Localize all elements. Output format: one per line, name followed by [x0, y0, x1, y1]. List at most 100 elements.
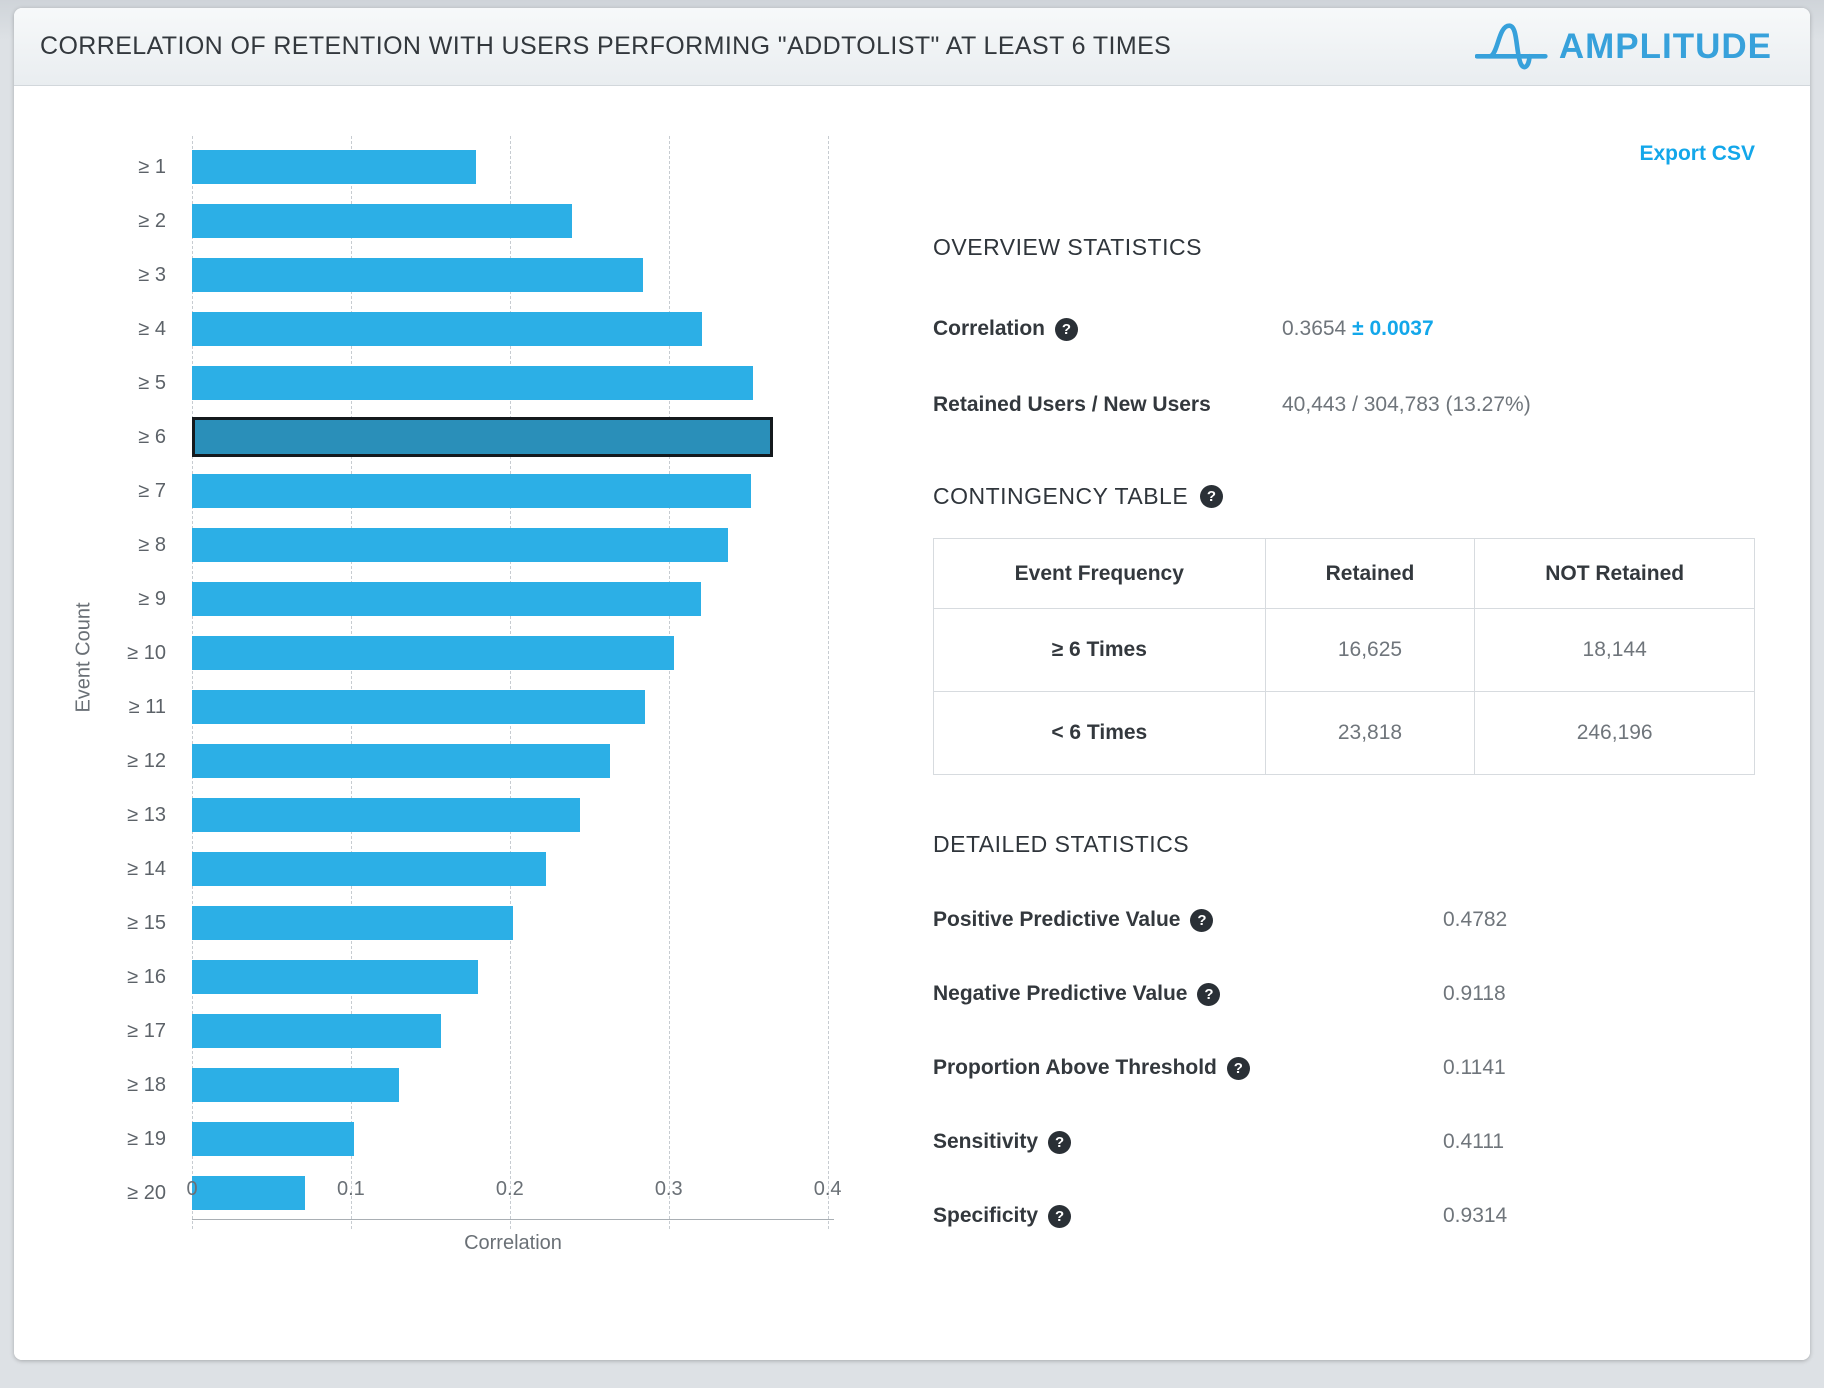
ppv-value: 0.4782: [1443, 908, 1508, 931]
x-axis-tick-label: 0: [186, 1178, 198, 1200]
x-axis-tick-label: 0.3: [654, 1178, 683, 1200]
x-axis-tick-label: 0.4: [813, 1178, 842, 1200]
cell-not-retained: 18,144: [1474, 608, 1755, 692]
table-row: ≥ 6 Times 16,625 18,144: [933, 608, 1755, 692]
amplitude-logo: AMPLITUDE: [1474, 18, 1772, 76]
correlation-bar[interactable]: [192, 582, 701, 616]
correlation-bar-selected[interactable]: [192, 417, 773, 457]
correlation-bar[interactable]: [192, 906, 513, 940]
dashboard-card: CORRELATION OF RETENTION WITH USERS PERF…: [14, 8, 1810, 1360]
correlation-bar[interactable]: [192, 204, 572, 238]
specificity-label: Specificity ?: [933, 1204, 1072, 1228]
cell-frequency: < 6 Times: [933, 691, 1266, 775]
y-axis-label: ≥ 10: [127, 641, 166, 664]
retained-users-stat-row: Retained Users / New Users 40,443 / 304,…: [933, 393, 1755, 417]
correlation-bar[interactable]: [192, 690, 645, 724]
amplitude-logo-text: AMPLITUDE: [1558, 26, 1772, 66]
column-header-not-retained: NOT Retained: [1474, 538, 1755, 609]
y-axis-labels: ≥ 1 ≥ 2 ≥ 3 ≥ 4 ≥ 5 ≥ 6 ≥ 7 ≥ 8 ≥ 9 ≥ 10 ≥ 11 ≥ 12 ≥…: [34, 140, 192, 1220]
y-axis-label: ≥ 19: [127, 1127, 166, 1150]
y-axis-label: ≥ 11: [128, 695, 166, 718]
y-axis-label: ≥ 2: [138, 209, 166, 232]
correlation-bar[interactable]: [192, 150, 477, 184]
detailed-statistics-heading: DETAILED STATISTICS: [933, 831, 1190, 857]
y-axis-label: ≥ 4: [138, 317, 166, 340]
correlation-bar[interactable]: [192, 258, 644, 292]
proportion-above-threshold-value: 0.1141: [1443, 1056, 1506, 1079]
column-header-retained: Retained: [1264, 538, 1476, 609]
ppv-label: Positive Predictive Value ?: [933, 908, 1214, 932]
correlation-label: Correlation ?: [933, 317, 1079, 341]
correlation-bar[interactable]: [192, 1122, 355, 1156]
retained-users-label: Retained Users / New Users: [933, 393, 1211, 416]
gridline: [668, 136, 670, 1229]
card-body: Event Count ≥ 1 ≥ 2 ≥ 3 ≥ 4 ≥ 5 ≥ 6 ≥ 7 ≥ 8 ≥ 9 ≥…: [14, 86, 1810, 1360]
gridline: [192, 136, 193, 1229]
card-header: CORRELATION OF RETENTION WITH USERS PERF…: [14, 8, 1810, 86]
correlation-bar[interactable]: [192, 852, 547, 886]
contingency-table-heading: CONTINGENCY TABLE ?: [933, 483, 1755, 510]
correlation-bar[interactable]: [192, 1176, 305, 1210]
y-axis-label: ≥ 8: [138, 533, 166, 556]
y-axis-label: ≥ 7: [138, 479, 166, 502]
y-axis-label: ≥ 14: [127, 857, 166, 880]
gridline: [509, 136, 511, 1229]
cell-retained: 23,818: [1264, 691, 1476, 775]
correlation-bar[interactable]: [192, 366, 753, 400]
correlation-bar[interactable]: [192, 312, 703, 346]
cell-retained: 16,625: [1264, 608, 1476, 692]
retained-users-value: 40,443 / 304,783 (13.27%): [1282, 393, 1531, 416]
correlation-bar[interactable]: [192, 960, 479, 994]
npv-label: Negative Predictive Value ?: [933, 982, 1221, 1006]
page-title: CORRELATION OF RETENTION WITH USERS PERF…: [40, 32, 1172, 60]
ppv-stat-row: Positive Predictive Value ? 0.4782: [933, 908, 1755, 932]
correlation-bar-chart: Event Count ≥ 1 ≥ 2 ≥ 3 ≥ 4 ≥ 5 ≥ 6 ≥ 7 ≥ 8 ≥ 9 ≥…: [34, 86, 854, 1360]
proportion-above-threshold-stat-row: Proportion Above Threshold ? 0.1141: [933, 1056, 1755, 1080]
help-icon[interactable]: ?: [1190, 908, 1214, 932]
table-header-row: Event Frequency Retained NOT Retained: [933, 538, 1755, 609]
overview-statistics-heading: OVERVIEW STATISTICS: [933, 234, 1202, 260]
x-axis-title: Correlation: [464, 1232, 562, 1254]
y-axis-label: ≥ 6: [138, 425, 166, 448]
correlation-margin: ± 0.0037: [1352, 317, 1434, 340]
export-csv-link[interactable]: Export CSV: [1639, 142, 1755, 165]
amplitude-wave-icon: [1474, 22, 1548, 69]
y-axis-label: ≥ 5: [138, 371, 166, 394]
sensitivity-label: Sensitivity ?: [933, 1130, 1072, 1154]
plot-area: [192, 136, 834, 1229]
cell-frequency: ≥ 6 Times: [933, 608, 1266, 692]
specificity-value: 0.9314: [1443, 1204, 1508, 1227]
correlation-bar[interactable]: [192, 636, 674, 670]
help-icon[interactable]: ?: [1048, 1204, 1072, 1228]
correlation-bar[interactable]: [192, 474, 752, 508]
sensitivity-stat-row: Sensitivity ? 0.4111: [933, 1130, 1755, 1154]
npv-value: 0.9118: [1443, 982, 1506, 1005]
correlation-bar[interactable]: [192, 1068, 399, 1102]
y-axis-label: ≥ 3: [138, 263, 166, 286]
x-axis-tick-label: 0.2: [495, 1178, 524, 1200]
help-icon[interactable]: ?: [1055, 317, 1079, 341]
correlation-stat-row: Correlation ? 0.3654 ± 0.0037: [933, 317, 1755, 341]
statistics-panel: Export CSV OVERVIEW STATISTICS Correlati…: [933, 86, 1755, 1360]
correlation-bar[interactable]: [192, 798, 580, 832]
y-axis-label: ≥ 1: [138, 155, 166, 178]
column-header-event-frequency: Event Frequency: [933, 538, 1266, 609]
help-icon[interactable]: ?: [1226, 1056, 1250, 1080]
y-axis-label: ≥ 18: [127, 1073, 166, 1096]
contingency-table: Event Frequency Retained NOT Retained ≥ …: [933, 538, 1755, 775]
y-axis-label: ≥ 16: [127, 965, 166, 988]
correlation-bar[interactable]: [192, 528, 728, 562]
correlation-bar[interactable]: [192, 744, 610, 778]
y-axis-label: ≥ 13: [127, 803, 166, 826]
correlation-bar[interactable]: [192, 1014, 442, 1048]
proportion-above-threshold-label: Proportion Above Threshold ?: [933, 1056, 1250, 1080]
y-axis-label: ≥ 15: [127, 911, 166, 934]
gridline: [827, 136, 829, 1229]
gridline: [350, 136, 352, 1229]
help-icon[interactable]: ?: [1200, 485, 1224, 508]
y-axis-label: ≥ 20: [127, 1181, 166, 1204]
help-icon[interactable]: ?: [1197, 982, 1221, 1006]
help-icon[interactable]: ?: [1048, 1130, 1072, 1154]
specificity-stat-row: Specificity ? 0.9314: [933, 1204, 1755, 1228]
